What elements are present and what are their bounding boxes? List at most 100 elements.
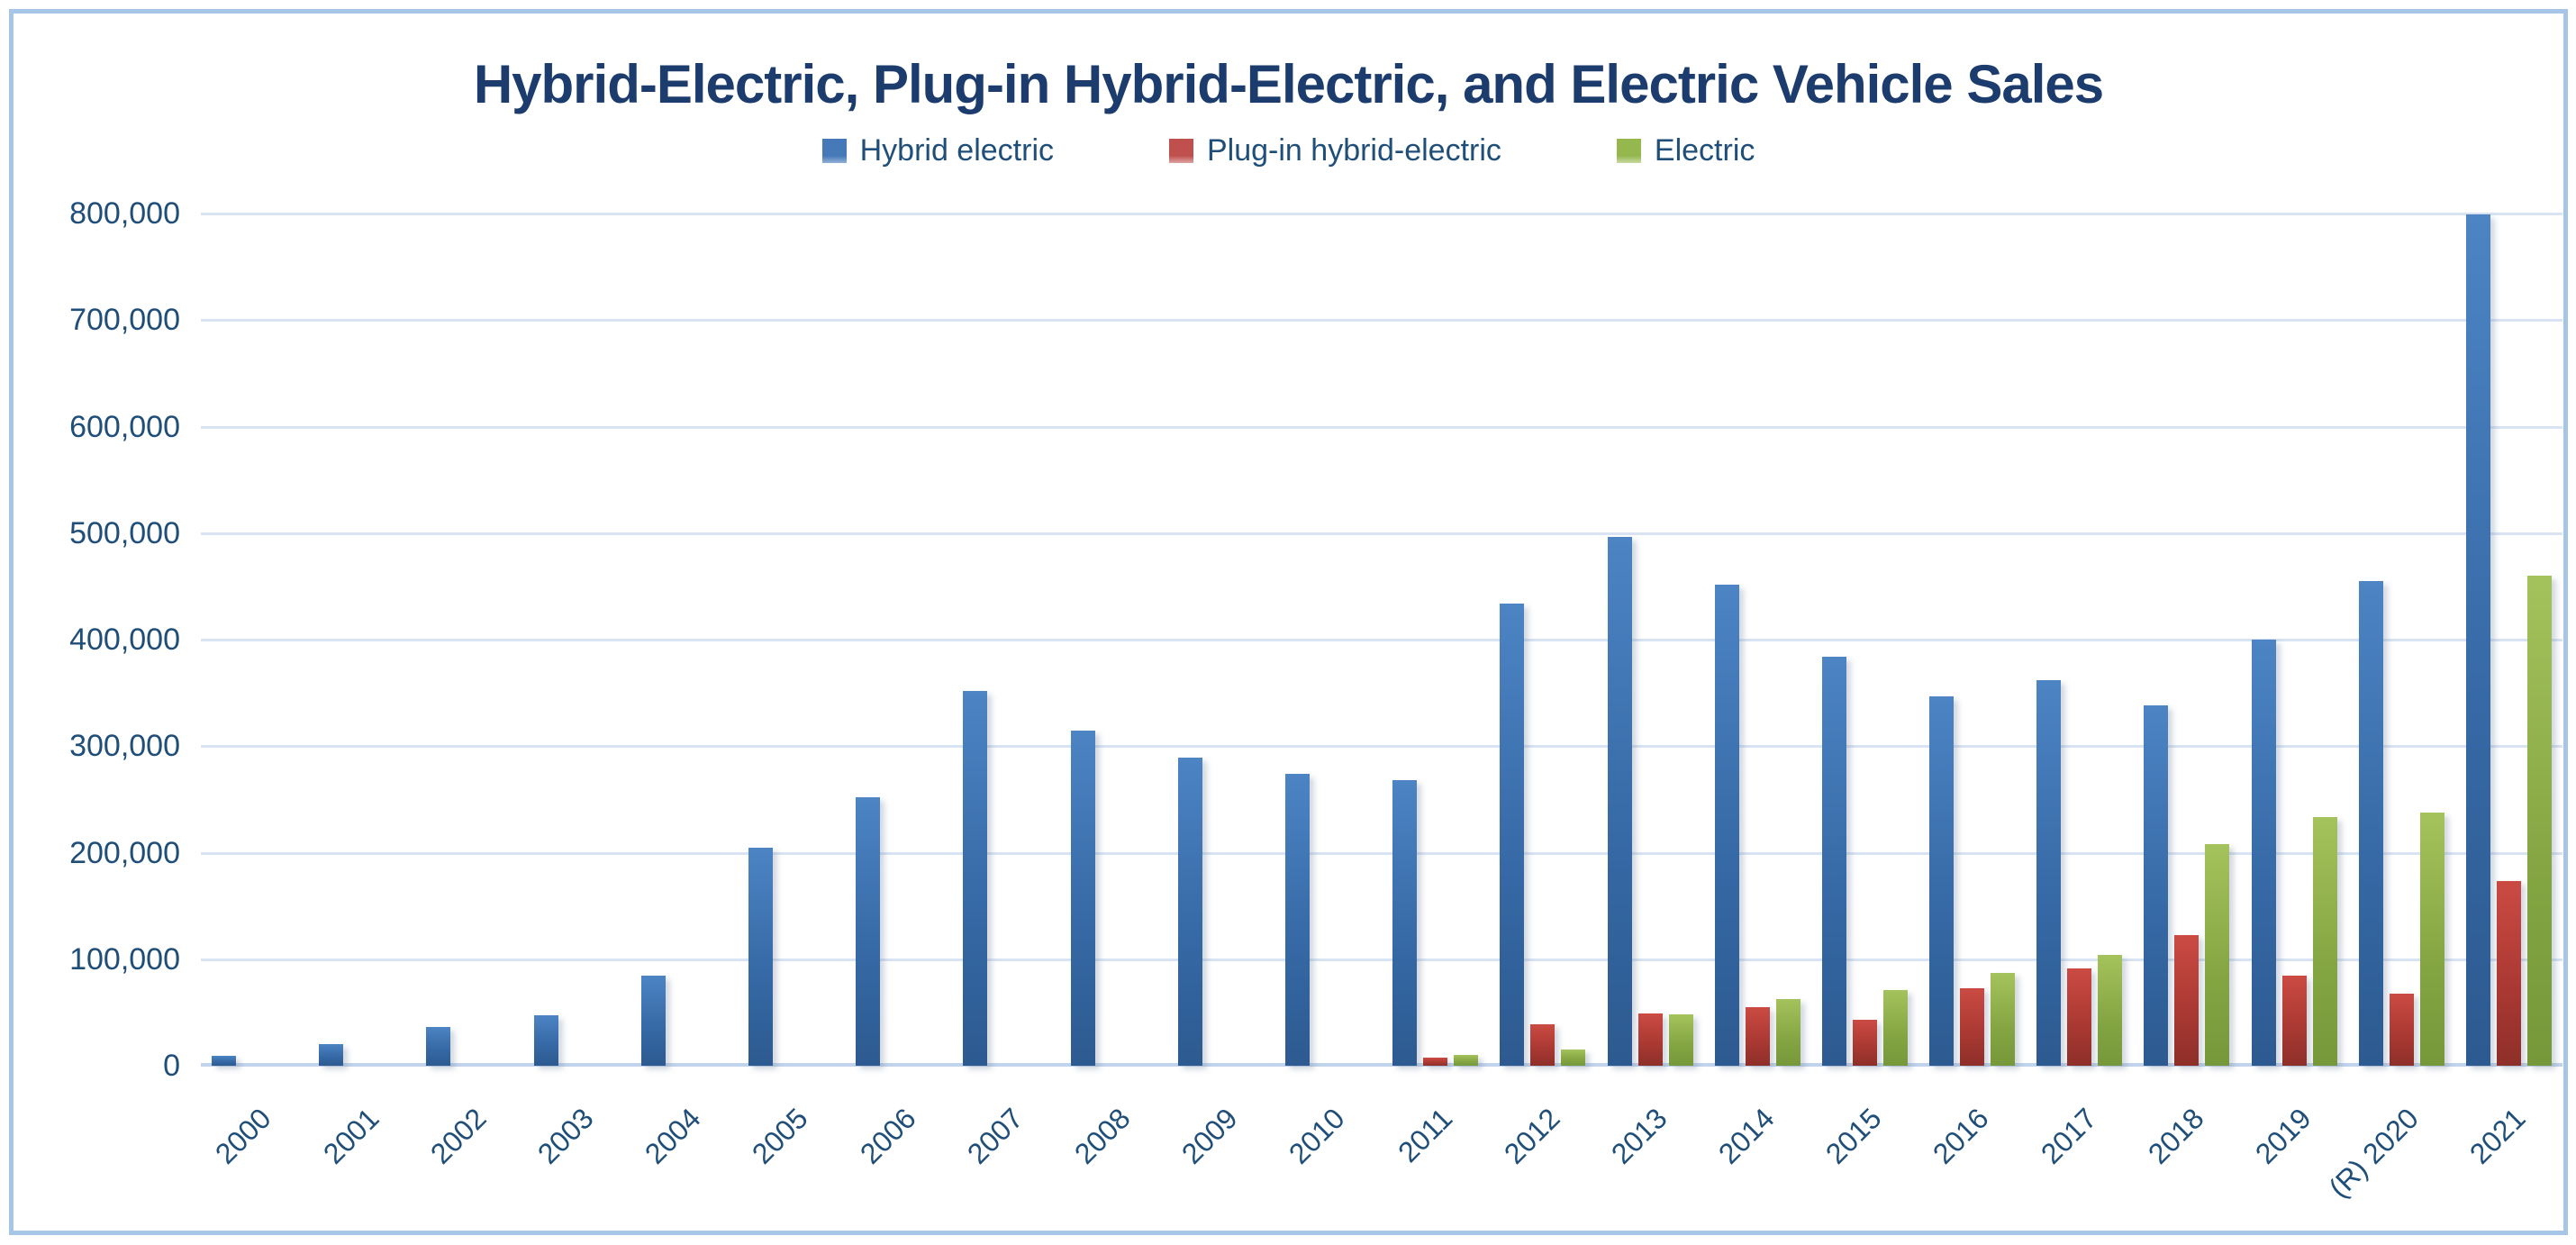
chart-title: Hybrid-Electric, Plug-in Hybrid-Electric… [473, 54, 2104, 114]
bar-group-2015: 2015 [1811, 214, 1918, 1170]
bar-hybrid-electric-2015 [1821, 656, 1846, 1066]
bar-plug-in-hybrid-electric-2021 [2497, 881, 2522, 1066]
legend-swatch-hybrid-electric [821, 138, 847, 163]
bar-hybrid-electric-2016 [1929, 695, 1955, 1066]
bar-hybrid-electric-2008 [1070, 730, 1095, 1066]
x-axis-label: 2021 [2463, 1102, 2532, 1170]
gridline [201, 319, 2562, 322]
bar-plug-in-hybrid-electric-2018 [2174, 934, 2200, 1066]
gridline [201, 745, 2562, 748]
bar-group-2003: 2003 [523, 214, 630, 1170]
bar-electric-2014 [1775, 998, 1800, 1066]
bar-hybrid-electric-2009 [1177, 758, 1202, 1066]
legend-label: Electric [1654, 132, 1755, 168]
bar-plug-in-hybrid-electric-2012 [1530, 1023, 1556, 1066]
legend-item-plug-in-hybrid-electric: Plug-in hybrid-electric [1169, 133, 1501, 168]
bar-group-2016: 2016 [1918, 214, 2026, 1170]
gridline [201, 426, 2562, 429]
legend-swatch-plug-in-hybrid-electric [1169, 138, 1193, 163]
x-axis-label: 2012 [1497, 1102, 1566, 1170]
y-axis: 800,000 700,000 600,000 500,000 400,000 300,0… [14, 196, 180, 1083]
bar-group-2014: 2014 [1704, 214, 1811, 1170]
legend-label: Plug-in hybrid-electric [1207, 132, 1501, 168]
bar-electric-r-2020 [2419, 812, 2444, 1066]
bar-plug-in-hybrid-electric-2017 [2067, 968, 2092, 1066]
bar-hybrid-electric-r-2020 [2358, 580, 2383, 1066]
bar-hybrid-electric-2014 [1714, 584, 1739, 1066]
x-axis-label: 2008 [1067, 1102, 1137, 1170]
chart-frame: Hybrid-Electric, Plug-in Hybrid-Electric… [9, 9, 2568, 1235]
bar-hybrid-electric-2010 [1284, 774, 1310, 1066]
bar-plug-in-hybrid-electric-2016 [1960, 987, 1985, 1066]
legend-item-hybrid-electric: Hybrid electric [821, 132, 1054, 168]
bar-hybrid-electric-2005 [748, 847, 774, 1066]
bar-group-2018: 2018 [2133, 214, 2240, 1170]
bar-group-2001: 2001 [308, 214, 415, 1170]
bar-group-r-2020: (R) 2020 [2322, 214, 2455, 1204]
bar-electric-2019 [2312, 817, 2337, 1066]
x-axis-label: 2019 [2248, 1102, 2317, 1170]
bar-group-2007: 2007 [952, 214, 1059, 1170]
bar-hybrid-electric-2002 [426, 1027, 451, 1066]
bar-group-2008: 2008 [1060, 214, 1167, 1170]
bar-group-2000: 2000 [201, 214, 308, 1170]
y-tick-label: 100,000 [69, 941, 180, 977]
x-axis-label: 2016 [1927, 1102, 1996, 1170]
bar-group-2012: 2012 [1489, 214, 1596, 1170]
x-axis-label: 2011 [1391, 1102, 1459, 1169]
bar-group-2004: 2004 [630, 214, 738, 1170]
y-tick-label: 300,000 [69, 729, 180, 764]
x-axis-label: 2010 [1283, 1102, 1351, 1170]
bar-electric-2017 [2098, 955, 2123, 1066]
y-tick-label: 700,000 [69, 303, 180, 338]
legend-item-electric: Electric [1616, 132, 1755, 168]
y-tick-label: 500,000 [69, 515, 180, 550]
bar-plug-in-hybrid-electric-2019 [2281, 975, 2307, 1066]
legend-swatch-electric [1616, 138, 1641, 163]
bar-plug-in-hybrid-electric-2015 [1852, 1020, 1877, 1066]
legend: Hybrid electric Plug-in hybrid-electric El… [14, 131, 2563, 170]
bar-group-2009: 2009 [1167, 214, 1274, 1170]
bar-groups: 2000 2001 2002 2003 2004 2005 2006 2007 2008 2009… [201, 214, 2562, 1204]
bar-electric-2015 [1882, 990, 1908, 1066]
bar-group-2002: 2002 [415, 214, 522, 1170]
bar-plug-in-hybrid-electric-r-2020 [2389, 993, 2414, 1066]
x-axis-label: 2007 [960, 1102, 1029, 1170]
y-tick-label: 400,000 [69, 622, 180, 657]
x-axis-baseline [201, 1063, 2562, 1067]
bar-hybrid-electric-2012 [1500, 603, 1525, 1066]
bar-hybrid-electric-2011 [1392, 780, 1418, 1066]
x-axis-label: 2005 [746, 1102, 814, 1170]
x-axis-label: 2013 [1604, 1102, 1673, 1170]
gridline [201, 213, 2562, 215]
x-axis-label: 2000 [209, 1102, 278, 1170]
bar-group-2019: 2019 [2241, 214, 2348, 1170]
bar-electric-2016 [1991, 973, 2016, 1066]
bar-hybrid-electric-2006 [856, 797, 881, 1066]
x-axis-label: 2014 [1711, 1102, 1781, 1170]
y-tick-label: 600,000 [69, 409, 180, 444]
x-axis-label: 2018 [2141, 1102, 2210, 1170]
bar-hybrid-electric-2003 [533, 1014, 558, 1066]
bar-plug-in-hybrid-electric-2013 [1637, 1013, 1663, 1066]
bar-electric-2013 [1668, 1014, 1693, 1066]
legend-label: Hybrid electric [859, 132, 1054, 168]
x-axis-label: 2009 [1175, 1102, 1244, 1170]
bar-group-2021: 2021 [2455, 214, 2562, 1170]
bar-electric-2012 [1561, 1050, 1586, 1066]
bar-hybrid-electric-2019 [2251, 640, 2276, 1066]
bar-plug-in-hybrid-electric-2014 [1745, 1006, 1770, 1066]
bar-hybrid-electric-2017 [2036, 679, 2062, 1066]
gridline [201, 639, 2562, 641]
bar-hybrid-electric-2013 [1607, 537, 1632, 1066]
x-axis-label: 2017 [2034, 1102, 2103, 1170]
bar-electric-2021 [2527, 576, 2553, 1066]
y-tick-label: 0 [163, 1049, 180, 1083]
x-axis-label: 2002 [423, 1102, 493, 1170]
bar-hybrid-electric-2004 [640, 976, 666, 1066]
plot-area: 2000 2001 2002 2003 2004 2005 2006 2007 2008 2009… [201, 213, 2562, 1204]
y-tick-label: 800,000 [69, 196, 180, 231]
bar-plug-in-hybrid-electric-2011 [1423, 1057, 1448, 1066]
bar-group-2017: 2017 [2026, 214, 2133, 1170]
x-axis-label: 2006 [853, 1102, 922, 1170]
